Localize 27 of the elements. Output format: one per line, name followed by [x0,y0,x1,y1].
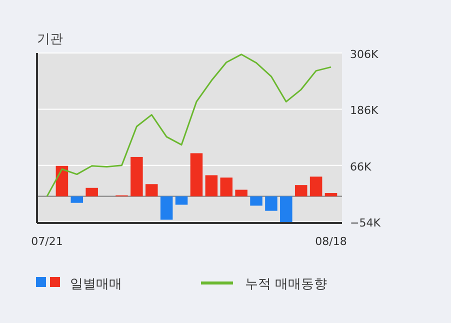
x-tick-label: 07/21 [31,235,63,248]
bar [70,196,84,203]
y-tick-label: 66K [350,160,372,174]
bar [190,153,203,196]
bar [205,175,218,196]
legend-label: 누적 매매동향 [245,277,328,292]
bar [220,178,232,196]
bar [324,193,338,196]
bar [250,196,262,206]
bar [86,188,98,196]
bar [56,166,68,196]
bar [235,190,248,196]
line-series [46,54,332,198]
bar [294,185,308,196]
bar [146,184,158,196]
bar [160,196,173,220]
y-tick-label: 186K [350,104,379,118]
bar [175,196,188,205]
y-tick-label: −54K [350,216,382,230]
bar [265,196,278,211]
y-tick-label: 306K [350,48,379,61]
chart-title: 기관 [37,32,63,47]
bar [310,176,322,196]
bar [280,196,292,222]
bar [130,156,143,196]
x-tick-label: 08/18 [315,235,347,248]
legend-label: 일별매매 [70,277,122,292]
